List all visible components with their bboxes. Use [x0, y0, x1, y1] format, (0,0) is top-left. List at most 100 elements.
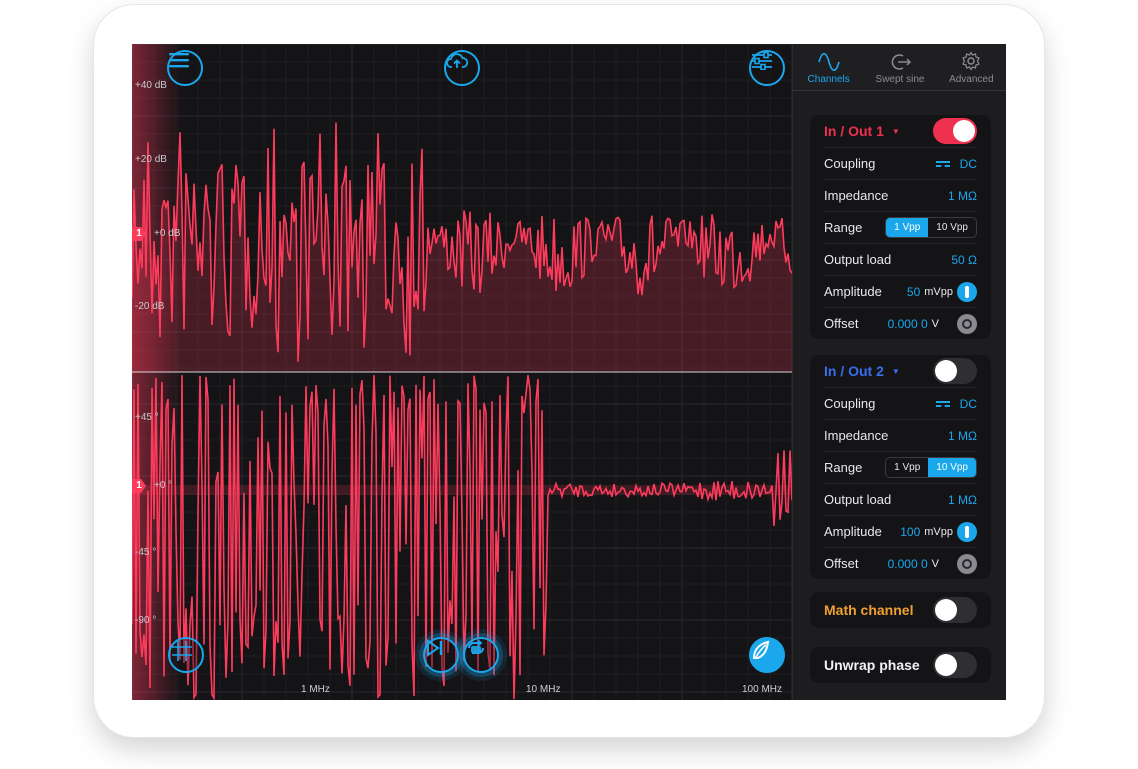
loop-icon: [468, 639, 484, 654]
channel-1-range-row: Range 1 Vpp 10 Vpp: [824, 212, 977, 244]
settings-sliders-button[interactable]: [749, 50, 785, 86]
x-tick-label: 100 MHz: [742, 684, 783, 695]
channel-1-range-selector: 1 Vpp 10 Vpp: [885, 217, 977, 238]
tab-advanced[interactable]: Advanced: [936, 44, 1006, 90]
menu-icon: [169, 53, 189, 68]
amplitude-label: Amplitude: [824, 284, 882, 299]
swept-sine-icon: [891, 54, 911, 70]
channel-1-card: In / Out 1 ▼ Coupling DC Impedance 1 MΩ …: [810, 115, 991, 339]
unwrap-phase-row: Unwrap phase: [824, 647, 977, 683]
play-step-icon: [427, 639, 443, 657]
offset-label: Offset: [824, 556, 859, 571]
bottom-ylabel: +45 °: [135, 412, 159, 423]
upload-button[interactable]: [444, 50, 480, 86]
channel-1-toggle[interactable]: [933, 118, 977, 144]
channel-1-output-load-value[interactable]: 50 Ω: [951, 252, 977, 267]
amplitude-label: Amplitude: [824, 524, 882, 539]
channel-1-impedance-value[interactable]: 1 MΩ: [948, 188, 977, 203]
channel-2-range-row: Range 1 Vpp 10 Vpp: [824, 452, 977, 484]
tab-label: Channels: [807, 74, 850, 85]
x-tick-label: 1 MHz: [301, 684, 330, 695]
channel-2-impedance-row: Impedance 1 MΩ: [824, 420, 977, 452]
app-screen: +40 dB +20 dB +0 dB -20 dB +45 ° +0 ° -4…: [132, 44, 1006, 700]
continuous-sweep-button[interactable]: [463, 637, 499, 673]
dc-coupling-icon: [935, 400, 950, 407]
channel-1-impedance-row: Impedance 1 MΩ: [824, 180, 977, 212]
plot-area[interactable]: +40 dB +20 dB +0 dB -20 dB +45 ° +0 ° -4…: [132, 44, 792, 700]
range-option-1vpp[interactable]: 1 Vpp: [886, 218, 929, 237]
channel-1-amplitude-row: Amplitude 50 mVpp: [824, 276, 977, 308]
cursor-button[interactable]: [168, 637, 204, 673]
offset-knob-icon[interactable]: [957, 313, 977, 334]
amplitude-knob-icon[interactable]: [957, 281, 977, 302]
channel-2-output-load-value[interactable]: 1 MΩ: [948, 492, 977, 507]
tab-swept-sine[interactable]: Swept sine: [864, 44, 935, 90]
math-channel-card: Math channel: [810, 592, 991, 628]
sine-wave-icon: [817, 53, 840, 71]
impedance-label: Impedance: [824, 188, 889, 203]
channel-1-coupling-value[interactable]: DC: [935, 157, 977, 171]
cloud-upload-icon: [446, 53, 468, 68]
impedance-label: Impedance: [824, 428, 889, 443]
tab-label: Advanced: [949, 74, 994, 85]
math-channel-row: Math channel: [824, 592, 977, 628]
range-option-10vpp[interactable]: 10 Vpp: [936, 222, 968, 233]
coupling-label: Coupling: [824, 156, 876, 171]
panel-tabs: Channels Swept sine Advanced: [793, 44, 1006, 91]
magnitude-trace: [132, 122, 792, 362]
bottom-ylabel: +0 °: [154, 480, 173, 491]
channel-2-amplitude-value[interactable]: 100 mVpp: [900, 521, 977, 542]
channel-2-output-load-row: Output load 1 MΩ: [824, 484, 977, 516]
channel-1-output-load-row: Output load 50 Ω: [824, 244, 977, 276]
top-ylabel: +20 dB: [135, 154, 167, 165]
channel-2-title: In / Out 2: [824, 363, 884, 379]
unwrap-phase-label: Unwrap phase: [824, 657, 920, 673]
chevron-down-icon: ▼: [891, 126, 900, 136]
crosshair-icon: [172, 641, 192, 661]
gear-icon: [962, 51, 981, 71]
phase-trace: [132, 375, 792, 700]
top-ylabel: +0 dB: [154, 228, 181, 239]
unwrap-phase-card: Unwrap phase: [810, 647, 991, 683]
channel-2-coupling-value[interactable]: DC: [935, 397, 977, 411]
math-channel-label: Math channel: [824, 602, 914, 618]
range-option-1vpp[interactable]: 1 Vpp: [894, 462, 921, 473]
range-label: Range: [824, 220, 863, 235]
range-label: Range: [824, 460, 863, 475]
channel-1-offset-marker[interactable]: 1: [132, 227, 146, 241]
channel-2-impedance-value[interactable]: 1 MΩ: [948, 428, 977, 443]
offset-knob-icon[interactable]: [957, 553, 977, 574]
bode-plot[interactable]: [132, 44, 792, 700]
channel-2-coupling-row: Coupling DC: [824, 388, 977, 420]
moku-logo-icon: [752, 640, 770, 659]
bottom-ylabel: -45 °: [135, 547, 157, 558]
range-option-10vpp[interactable]: 10 Vpp: [928, 458, 976, 477]
unwrap-phase-toggle[interactable]: [933, 652, 977, 678]
channel-1-coupling-row: Coupling DC: [824, 148, 977, 180]
settings-panel: Channels Swept sine Advanced: [792, 44, 1006, 700]
channel-1-amplitude-value[interactable]: 50 mVpp: [907, 281, 977, 302]
channel-2-header: In / Out 2 ▼: [824, 355, 977, 388]
amplitude-knob-icon[interactable]: [957, 521, 977, 542]
channel-2-selector[interactable]: In / Out 2 ▼: [824, 363, 900, 379]
channel-1-phase-marker[interactable]: 1: [132, 479, 146, 493]
chevron-down-icon: ▼: [891, 366, 900, 376]
channel-1-title: In / Out 1: [824, 123, 884, 139]
channel-2-card: In / Out 2 ▼ Coupling DC Impedance 1 MΩ …: [810, 355, 991, 579]
channel-1-selector[interactable]: In / Out 1 ▼: [824, 123, 900, 139]
tab-channels[interactable]: Channels: [793, 44, 864, 90]
single-sweep-button[interactable]: [423, 637, 459, 673]
menu-button[interactable]: [167, 50, 203, 86]
math-channel-toggle[interactable]: [933, 597, 977, 623]
channel-2-toggle[interactable]: [933, 358, 977, 384]
logo-button[interactable]: [749, 637, 785, 673]
tab-label: Swept sine: [875, 74, 925, 85]
x-tick-label: 10 MHz: [526, 684, 561, 695]
coupling-label: Coupling: [824, 396, 876, 411]
channel-2-amplitude-row: Amplitude 100 mVpp: [824, 516, 977, 548]
output-load-label: Output load: [824, 252, 892, 267]
